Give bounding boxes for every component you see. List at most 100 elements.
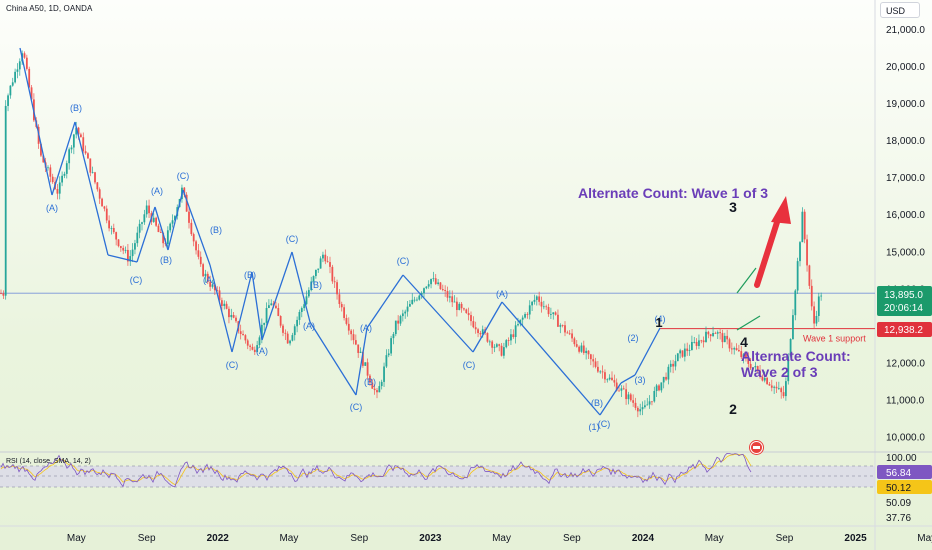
candle-body bbox=[159, 232, 162, 233]
candle-body bbox=[47, 167, 49, 169]
candle-body bbox=[646, 404, 649, 406]
candle-body bbox=[566, 332, 569, 334]
candle-body bbox=[439, 282, 442, 290]
candle-body bbox=[481, 329, 484, 335]
candle-body bbox=[185, 194, 188, 212]
candle-body bbox=[667, 366, 670, 380]
wave-label: (A) bbox=[203, 275, 215, 285]
candle-body bbox=[286, 333, 289, 344]
candle-body bbox=[615, 382, 618, 391]
candle-body bbox=[28, 68, 31, 88]
candle-body bbox=[91, 172, 94, 174]
candle-body bbox=[524, 314, 526, 318]
y-tick-label: 21,000.0 bbox=[886, 25, 925, 36]
candle-body bbox=[112, 227, 115, 233]
candle-body bbox=[587, 350, 590, 355]
wave-label: (A) bbox=[46, 203, 58, 213]
candle-body bbox=[312, 276, 315, 282]
candle-body bbox=[406, 306, 409, 312]
candle-body bbox=[371, 382, 374, 389]
candle-body bbox=[383, 366, 385, 382]
candle-body bbox=[345, 317, 348, 324]
candle-body bbox=[347, 323, 350, 331]
candle-body bbox=[75, 127, 78, 135]
candle-body bbox=[679, 350, 682, 354]
candle-body bbox=[155, 217, 157, 226]
candle-body bbox=[423, 288, 425, 294]
candle-body bbox=[648, 401, 651, 405]
candle-body bbox=[582, 345, 585, 353]
support-price-value: 12,938.2 bbox=[884, 325, 923, 336]
candle-body bbox=[542, 306, 545, 308]
candle-body bbox=[119, 246, 122, 248]
candle-body bbox=[622, 388, 625, 390]
candle-body bbox=[467, 313, 470, 316]
candle-body bbox=[80, 134, 82, 138]
candle-body bbox=[547, 307, 550, 315]
candle-body bbox=[162, 232, 165, 244]
candle-body bbox=[338, 294, 341, 305]
wave-label: (C) bbox=[130, 275, 143, 285]
candle-body bbox=[427, 284, 430, 287]
candle-body bbox=[705, 331, 707, 343]
candle-body bbox=[343, 307, 345, 318]
candle-body bbox=[307, 290, 310, 297]
candle-body bbox=[444, 290, 447, 292]
candle-body bbox=[716, 332, 719, 334]
wave-line bbox=[355, 327, 368, 396]
wave-label: (A) bbox=[151, 186, 163, 196]
candle-body bbox=[319, 258, 322, 269]
candle-body bbox=[152, 217, 155, 222]
us-flag-event-icon[interactable] bbox=[750, 441, 763, 454]
candle-body bbox=[425, 286, 428, 289]
wave-label: (C) bbox=[226, 360, 239, 370]
candle-body bbox=[721, 333, 724, 343]
candle-body bbox=[242, 333, 244, 336]
candle-body bbox=[101, 198, 103, 207]
candle-body bbox=[813, 306, 815, 324]
wave-label: (1) bbox=[589, 422, 600, 432]
wave-label: (B) bbox=[210, 225, 222, 235]
x-tick-label: 2022 bbox=[207, 533, 230, 544]
candle-body bbox=[770, 385, 773, 388]
wave-label: (C) bbox=[598, 419, 611, 429]
candle-body bbox=[465, 309, 468, 314]
rsi-band bbox=[0, 466, 875, 487]
candle-body bbox=[437, 282, 439, 284]
candle-body bbox=[745, 354, 747, 358]
currency-button[interactable]: USD bbox=[880, 2, 920, 18]
candle-body bbox=[500, 345, 503, 356]
candle-body bbox=[686, 348, 689, 351]
wave-label: (3) bbox=[635, 375, 646, 385]
candle-body bbox=[693, 341, 696, 343]
candle-body bbox=[197, 250, 200, 257]
wave-line bbox=[599, 382, 622, 416]
candle-body bbox=[683, 348, 686, 357]
candle-body bbox=[451, 296, 454, 303]
candle-body bbox=[820, 295, 823, 297]
candle-body bbox=[606, 379, 609, 381]
candle-body bbox=[392, 334, 395, 339]
x-tick-label: Sep bbox=[138, 533, 156, 544]
candle-body bbox=[801, 211, 804, 243]
count-label: 3 bbox=[729, 199, 737, 215]
candle-body bbox=[202, 264, 204, 277]
wave-line bbox=[154, 206, 169, 251]
candle-body bbox=[554, 312, 557, 315]
candle-body bbox=[291, 335, 294, 341]
candle-body bbox=[211, 284, 214, 287]
candle-body bbox=[545, 306, 548, 308]
candle-body bbox=[644, 405, 646, 408]
candle-body bbox=[246, 340, 249, 346]
candle-body bbox=[127, 249, 129, 262]
wave-line bbox=[620, 374, 636, 384]
y-tick-label: 15,000.0 bbox=[886, 247, 925, 258]
candle-body bbox=[568, 333, 571, 335]
candle-body bbox=[23, 53, 26, 58]
candle-body bbox=[472, 321, 475, 328]
candle-body bbox=[413, 299, 416, 301]
wave-line bbox=[107, 254, 138, 263]
candle-body bbox=[491, 341, 494, 348]
